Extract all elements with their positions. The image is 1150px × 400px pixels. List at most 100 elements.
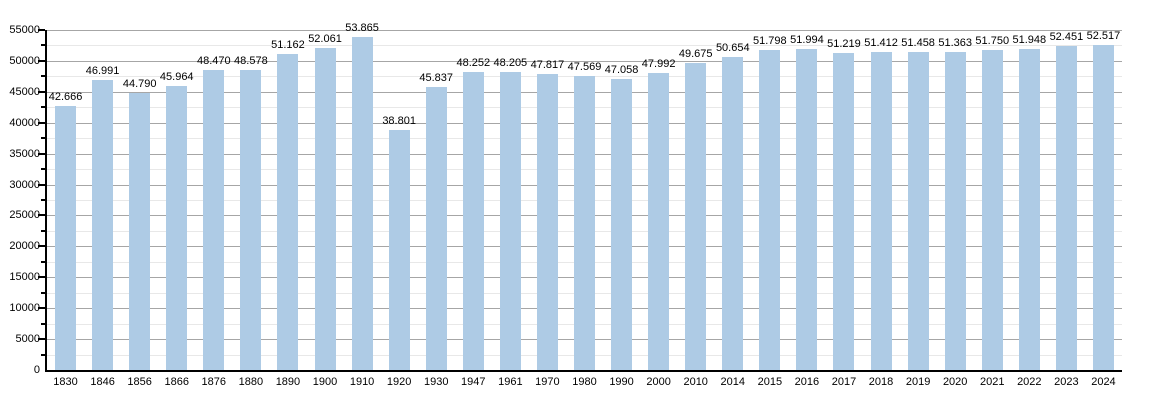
- x-tick-label: 1876: [201, 376, 227, 388]
- bar-2022: [1018, 48, 1040, 370]
- bar-value-label: 47.817: [530, 59, 565, 72]
- bar-1980: [574, 75, 595, 370]
- bar-1970: [536, 74, 558, 370]
- bar-1866: [166, 85, 188, 370]
- x-tick-label: 1856: [127, 376, 152, 388]
- bar-2014: [722, 56, 744, 370]
- y-axis-tick: [41, 353, 45, 356]
- x-tick-label: 1880: [238, 376, 264, 388]
- y-tick-label: 50000: [9, 54, 40, 67]
- bar-value-label: 51.798: [753, 34, 787, 47]
- x-tick-label: 2000: [646, 376, 671, 388]
- x-tick-label: 2010: [683, 376, 708, 388]
- y-axis-tick: [41, 106, 45, 109]
- bar-value-label: 49.675: [678, 47, 713, 60]
- y-tick-label: 25000: [9, 209, 40, 222]
- x-tick-label: 1890: [275, 376, 301, 388]
- bar-value-label: 48.578: [234, 54, 268, 67]
- bar-1830: [55, 106, 77, 370]
- x-tick-label: 2022: [1017, 376, 1042, 388]
- bar-2015: [759, 49, 781, 370]
- x-tick-label: 1980: [572, 376, 597, 388]
- y-axis-tick: [41, 137, 45, 140]
- x-axis-labels: 1830 1846 1856 1866 1876 1880 1890 1900 1910 1920…: [47, 374, 1122, 390]
- y-tick-label: 10000: [9, 302, 40, 315]
- y-axis-tick: [41, 260, 45, 263]
- bar-1856: [129, 93, 151, 370]
- bar-2019: [907, 51, 929, 370]
- y-axis-tick: [38, 276, 45, 279]
- x-tick-label: 1910: [349, 376, 375, 388]
- x-tick-label: 2020: [942, 376, 968, 388]
- x-tick-label: 1846: [90, 376, 115, 388]
- y-tick-label: 20000: [9, 240, 40, 253]
- y-axis-tick: [41, 199, 45, 201]
- x-tick-label: 1970: [535, 376, 560, 388]
- bar-value-label: 51.363: [938, 37, 973, 50]
- x-tick-label: 2018: [868, 376, 894, 388]
- y-axis-tick: [38, 307, 45, 310]
- bar-1930: [425, 86, 447, 370]
- bar-2018: [870, 52, 892, 370]
- x-tick-label: 2014: [720, 376, 745, 388]
- bar-value-label: 42.666: [48, 91, 83, 104]
- bar-value-label: 46.991: [85, 64, 120, 77]
- bar-1920: [388, 130, 410, 370]
- y-tick-label: 0: [33, 364, 40, 376]
- bar-value-label: 51.750: [975, 35, 1010, 48]
- bar-value-label: 52.061: [308, 33, 342, 46]
- x-tick-label: 2019: [905, 376, 931, 388]
- bar-value-label: 51.219: [827, 38, 861, 51]
- y-axis-tick: [41, 75, 45, 78]
- x-tick-label: 1866: [164, 376, 189, 388]
- y-axis-line: [45, 30, 47, 370]
- x-tick-label: 2021: [980, 376, 1005, 388]
- bar-1890: [277, 53, 299, 370]
- bar-1910: [351, 37, 373, 370]
- bar-value-label: 47.569: [567, 60, 602, 73]
- y-axis-tick: [38, 183, 45, 186]
- bar-value-label: 45.837: [419, 71, 454, 84]
- x-tick-label: 1930: [423, 376, 449, 388]
- y-tick-label: 35000: [9, 147, 40, 160]
- x-tick-label: 2023: [1054, 376, 1079, 388]
- bar-1990: [611, 79, 633, 370]
- y-tick-label: 40000: [9, 116, 40, 129]
- gridline-minor: [47, 45, 1122, 47]
- y-tick-label: 5000: [15, 333, 40, 346]
- x-tick-label: 1947: [461, 376, 486, 388]
- y-axis-tick: [38, 338, 45, 341]
- y-tick-label: 45000: [9, 85, 40, 98]
- y-axis-tick: [41, 322, 45, 325]
- y-axis-tick: [41, 229, 45, 232]
- y-axis-tick: [38, 90, 45, 93]
- bar-2023: [1055, 45, 1077, 370]
- gridline-major: [47, 30, 1122, 31]
- y-axis-tick: [38, 121, 45, 124]
- bar-value-label: 48.470: [196, 55, 231, 68]
- y-axis-tick: [38, 152, 45, 155]
- bar-value-label: 47.992: [641, 58, 676, 71]
- x-tick-label: 2015: [757, 376, 783, 388]
- x-tick-label: 2017: [831, 376, 857, 388]
- y-axis-tick: [41, 168, 45, 171]
- y-tick-label: 55000: [9, 24, 40, 36]
- bar-value-label: 38.801: [382, 115, 416, 128]
- bar-value-label: 51.994: [790, 33, 824, 46]
- bar-value-label: 51.948: [1012, 33, 1047, 46]
- bar-2000: [648, 73, 670, 370]
- bar-value-label: 44.790: [122, 78, 157, 91]
- bar-1880: [240, 69, 262, 370]
- bar-2017: [833, 53, 855, 370]
- bar-2016: [796, 48, 818, 370]
- plot-area: 42.666 46.991 44.790 45.964 48.470 48.578 51.1…: [38, 22, 1122, 372]
- bar-value-label: 52.451: [1049, 30, 1084, 43]
- y-axis-labels: 0 5000 10000 15000 20000 25000 30000 35000 40000…: [0, 24, 40, 376]
- x-tick-label: 1961: [498, 376, 523, 388]
- x-tick-label: 1830: [53, 376, 78, 388]
- bar-2021: [981, 50, 1003, 370]
- bar-2024: [1092, 45, 1114, 370]
- bar-value-label: 48.205: [493, 57, 528, 70]
- y-tick-label: 15000: [9, 271, 40, 284]
